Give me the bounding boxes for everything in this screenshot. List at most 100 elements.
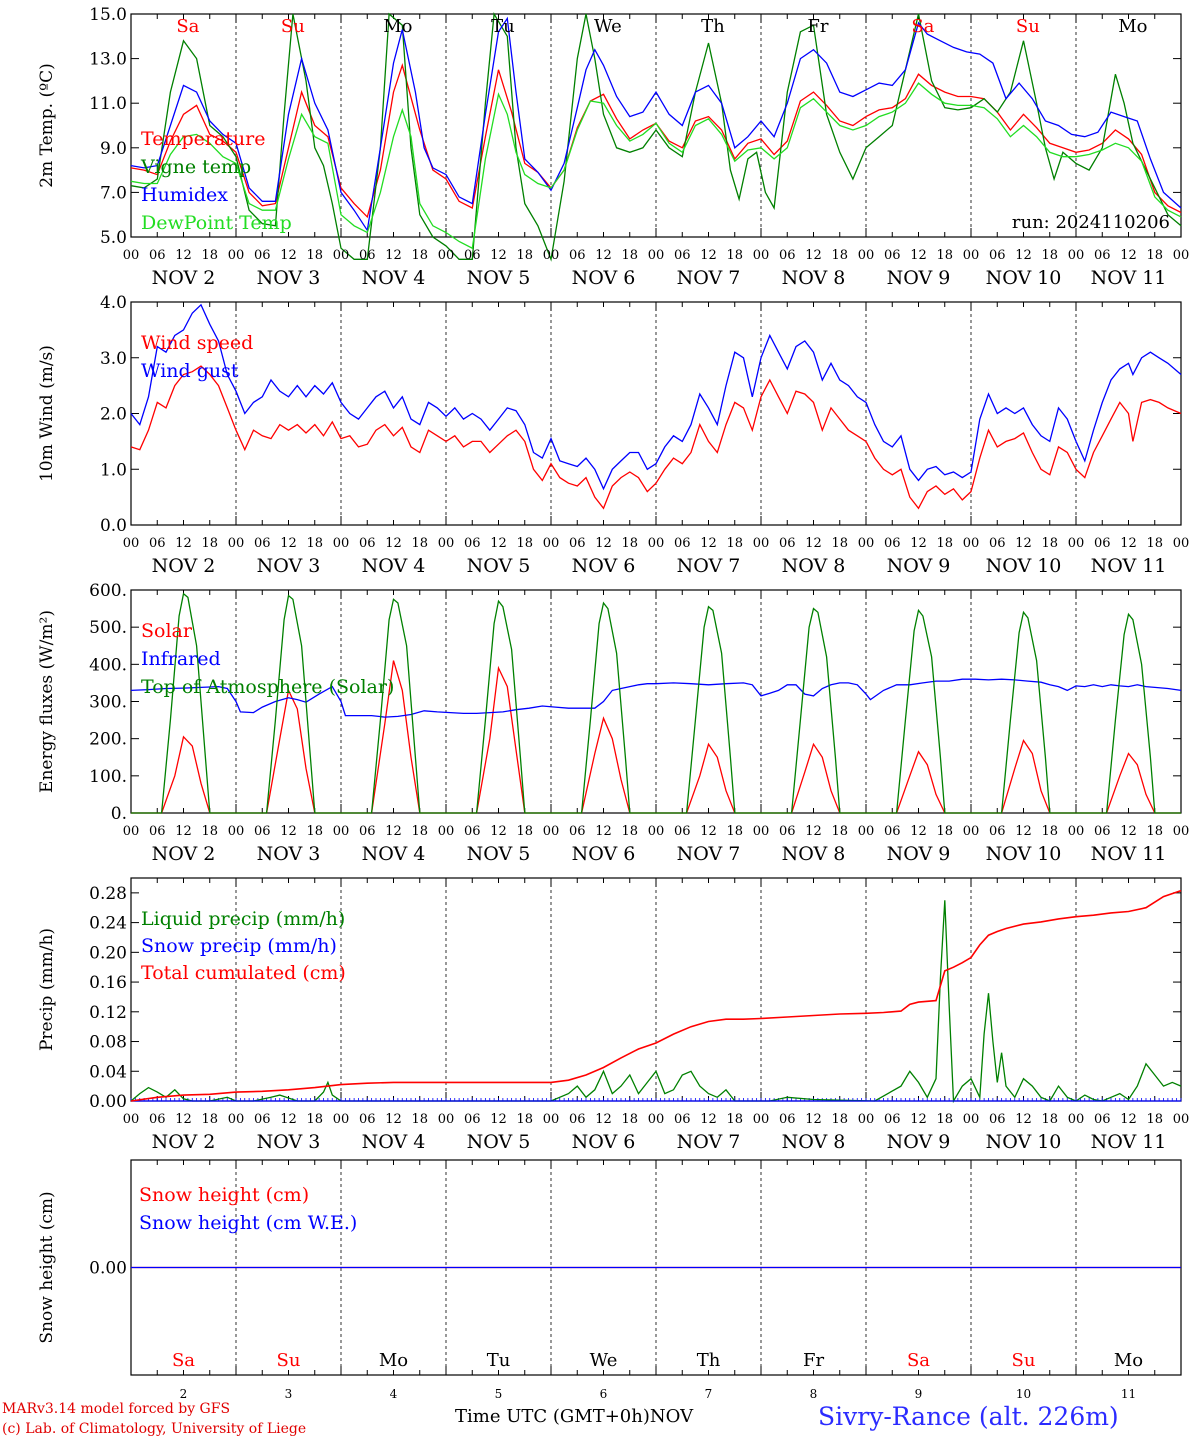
y-tick-label: 15.0: [89, 5, 127, 25]
hour-tick-label: 00: [333, 824, 350, 839]
date-label: NOV 2: [152, 843, 216, 865]
date-label: NOV 10: [986, 1131, 1062, 1153]
series-line: [130, 303, 1182, 491]
weekday-label: Su: [277, 1350, 301, 1371]
hour-tick-label: 06: [1094, 1112, 1111, 1127]
hour-tick-label: 18: [201, 824, 218, 839]
y-tick-label: 1.0: [100, 460, 127, 480]
date-label: NOV 8: [782, 843, 846, 865]
day-number-label: 7: [705, 1387, 713, 1401]
date-label: NOV 10: [986, 555, 1062, 577]
hour-tick-label: 12: [280, 824, 297, 839]
hour-tick-label: 06: [989, 1112, 1006, 1127]
y-tick-label: 7.0: [100, 183, 127, 203]
hour-tick-label: 12: [910, 248, 927, 263]
hour-tick-label: 06: [674, 536, 691, 551]
legend-entry: Snow precip (mm/h): [141, 935, 337, 957]
hour-tick-label: 00: [648, 824, 665, 839]
hour-tick-label: 00: [333, 536, 350, 551]
date-label: NOV 11: [1091, 843, 1167, 865]
y-tick-label: 0.04: [89, 1062, 127, 1082]
hour-tick-label: 18: [201, 248, 218, 263]
hour-tick-label: 18: [831, 824, 848, 839]
hour-tick-label: 06: [464, 248, 481, 263]
day-number-label: 2: [180, 1387, 188, 1401]
weekday-label: We: [590, 1350, 618, 1371]
hour-tick-label: 12: [175, 248, 192, 263]
date-label: NOV 5: [467, 555, 531, 577]
series-line: [130, 365, 1182, 510]
hour-tick-label: 12: [1120, 824, 1137, 839]
hour-tick-label: 18: [411, 248, 428, 263]
y-tick-label: 400.: [89, 655, 127, 675]
date-label: NOV 2: [152, 555, 216, 577]
hour-tick-label: 06: [359, 536, 376, 551]
hour-tick-label: 06: [569, 1112, 586, 1127]
hour-tick-label: 06: [1094, 536, 1111, 551]
hour-tick-label: 18: [621, 248, 638, 263]
legend-entry: Liquid precip (mm/h): [141, 908, 345, 930]
hour-tick-label: 18: [726, 248, 743, 263]
hour-tick-label: 18: [831, 248, 848, 263]
hour-tick-label: 00: [543, 536, 560, 551]
y-tick-label: 2.0: [100, 405, 127, 425]
day-number-label: 4: [390, 1387, 398, 1401]
legend-entry: Solar: [141, 620, 193, 642]
hour-tick-label: 12: [595, 536, 612, 551]
hour-tick-label: 18: [1146, 248, 1163, 263]
hour-tick-label: 00: [1173, 1112, 1190, 1127]
hour-tick-label: 06: [569, 248, 586, 263]
hour-tick-label: 00: [438, 248, 455, 263]
hour-tick-label: 00: [648, 536, 665, 551]
hour-tick-label: 18: [936, 248, 953, 263]
hour-tick-label: 12: [385, 1112, 402, 1127]
weekday-label: Th: [697, 1350, 721, 1371]
hour-tick-label: 00: [858, 536, 875, 551]
hour-tick-label: 12: [490, 1112, 507, 1127]
hour-tick-label: 12: [595, 248, 612, 263]
date-label: NOV 7: [677, 843, 741, 865]
y-tick-label: 11.0: [89, 94, 127, 114]
date-label: NOV 5: [467, 1131, 531, 1153]
hour-tick-label: 00: [438, 1112, 455, 1127]
hour-tick-label: 06: [884, 248, 901, 263]
date-label: NOV 9: [887, 555, 951, 577]
hour-tick-label: 06: [884, 1112, 901, 1127]
hour-tick-label: 18: [726, 536, 743, 551]
hour-tick-label: 00: [543, 248, 560, 263]
hour-tick-label: 12: [1120, 1112, 1137, 1127]
series-line: [130, 11, 1182, 262]
weekday-label: Mo: [383, 16, 412, 37]
date-label: NOV 3: [257, 843, 321, 865]
hour-tick-label: 18: [1146, 1112, 1163, 1127]
x-axis-label: Time UTC (GMT+0h)NOV: [455, 1406, 693, 1427]
date-label: NOV 6: [572, 267, 636, 289]
hour-tick-label: 00: [123, 536, 140, 551]
hour-tick-label: 06: [359, 248, 376, 263]
hour-tick-label: 12: [1015, 1112, 1032, 1127]
hour-tick-label: 18: [201, 536, 218, 551]
day-number-label: 3: [285, 1387, 293, 1401]
hour-tick-label: 00: [753, 1112, 770, 1127]
hour-tick-label: 00: [123, 248, 140, 263]
hour-tick-label: 00: [753, 824, 770, 839]
hour-tick-label: 18: [516, 536, 533, 551]
weekday-label: Mo: [1118, 16, 1147, 37]
date-label: NOV 9: [887, 267, 951, 289]
date-label: NOV 5: [467, 843, 531, 865]
hour-tick-label: 12: [1120, 536, 1137, 551]
hour-tick-label: 18: [1041, 1112, 1058, 1127]
hour-tick-label: 06: [569, 536, 586, 551]
y-tick-label: 0.16: [89, 973, 127, 993]
hour-tick-label: 12: [805, 248, 822, 263]
y-tick-label: 3.0: [100, 349, 127, 369]
hour-tick-label: 00: [438, 824, 455, 839]
weekday-label: Sa: [176, 16, 199, 37]
hour-tick-label: 00: [963, 536, 980, 551]
weekday-label: Sa: [907, 1350, 930, 1371]
date-label: NOV 4: [362, 843, 426, 865]
y-tick-label: 200.: [89, 730, 127, 750]
y-tick-label: 0.: [111, 804, 127, 824]
hour-tick-label: 18: [1041, 536, 1058, 551]
date-label: NOV 2: [152, 1131, 216, 1153]
